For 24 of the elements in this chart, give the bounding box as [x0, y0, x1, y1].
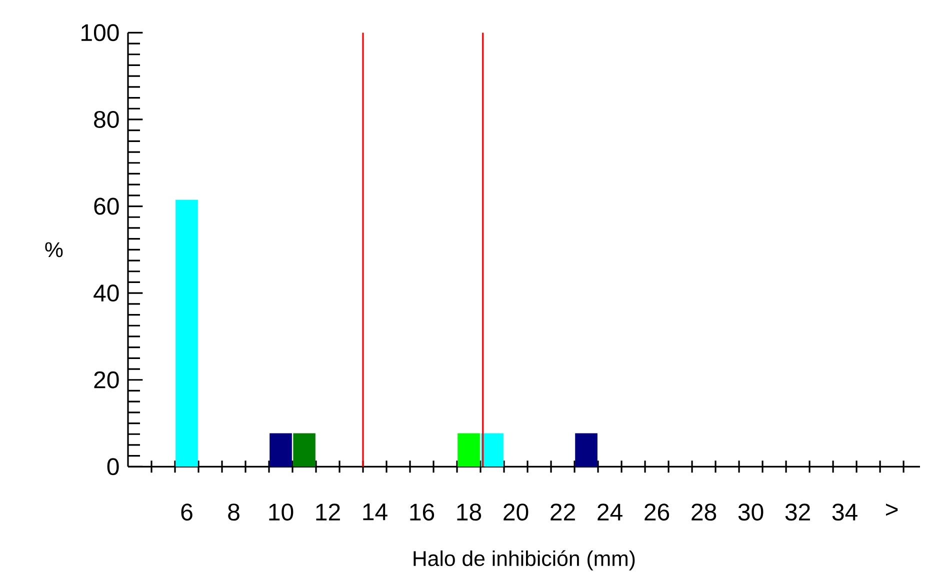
x-tick-label: 14: [363, 504, 388, 520]
x-tick-label: >: [886, 504, 898, 516]
x-axis-title: Halo de inhibición (mm): [414, 550, 635, 570]
x-tick-label: 20: [504, 504, 528, 521]
y-tick-label: 40: [94, 284, 119, 302]
y-axis-title: %: [45, 242, 63, 258]
y-tick-label: 20: [94, 371, 119, 388]
x-tick-label: 24: [598, 504, 622, 520]
x-tick-label: 32: [785, 504, 810, 521]
x-tick-label: 18: [457, 504, 482, 521]
x-tick-label: 28: [692, 504, 716, 521]
x-tick-label: 10: [269, 504, 294, 521]
x-tick-label: 16: [410, 504, 434, 521]
x-tick-label: 12: [316, 504, 340, 520]
x-tick-label: 6: [181, 504, 192, 521]
x-tick-label: 26: [644, 504, 670, 521]
y-tick-label: 60: [94, 198, 119, 215]
x-tick-label: 30: [738, 504, 764, 521]
y-tick-label: 100: [82, 24, 119, 42]
y-tick-label: 80: [94, 110, 119, 128]
y-tick-label: 0: [107, 458, 119, 476]
x-tick-label: 34: [832, 504, 858, 521]
x-tick-label: 22: [550, 504, 575, 520]
x-tick-label: 8: [228, 504, 240, 521]
